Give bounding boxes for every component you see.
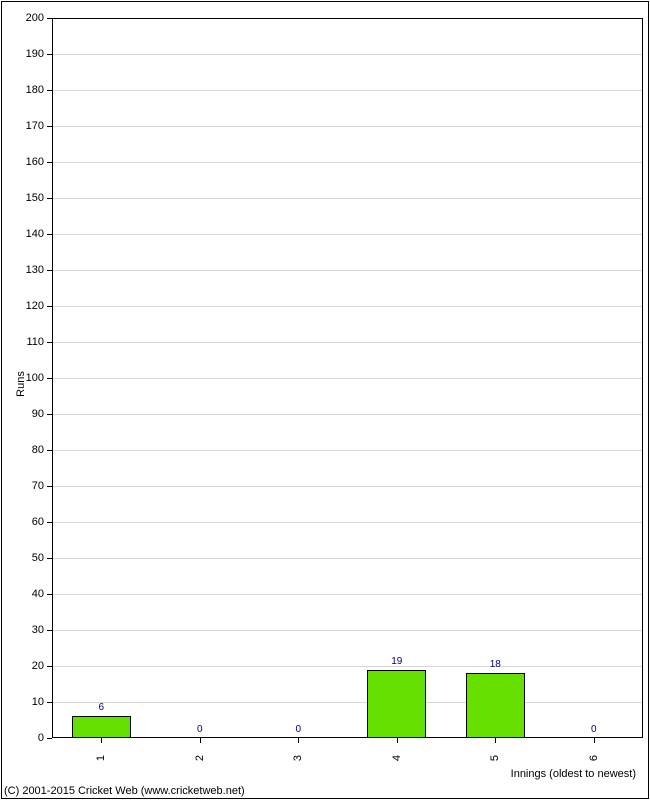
bar: [367, 670, 426, 738]
ytick-label: 110: [14, 336, 44, 348]
xtick-mark: [298, 738, 299, 743]
gridline: [53, 522, 642, 523]
x-axis-label: Innings (oldest to newest): [511, 768, 636, 780]
ytick-label: 30: [14, 624, 44, 636]
xtick-mark: [495, 738, 496, 743]
ytick-label: 200: [14, 12, 44, 24]
bar-value-label: 0: [197, 724, 203, 735]
ytick-mark: [47, 126, 52, 127]
gridline: [53, 666, 642, 667]
gridline: [53, 162, 642, 163]
bar-value-label: 18: [490, 659, 501, 670]
bar-value-label: 19: [391, 656, 402, 667]
gridline: [53, 306, 642, 307]
xtick-label: 3: [292, 748, 304, 768]
ytick-mark: [47, 234, 52, 235]
ytick-label: 140: [14, 228, 44, 240]
xtick-mark: [101, 738, 102, 743]
gridline: [53, 630, 642, 631]
ytick-mark: [47, 414, 52, 415]
ytick-mark: [47, 270, 52, 271]
gridline: [53, 702, 642, 703]
xtick-mark: [594, 738, 595, 743]
bar: [466, 673, 525, 738]
gridline: [53, 378, 642, 379]
gridline: [53, 486, 642, 487]
y-axis-label: Runs: [15, 371, 27, 397]
ytick-mark: [47, 558, 52, 559]
ytick-label: 90: [14, 408, 44, 420]
xtick-label: 5: [489, 748, 501, 768]
xtick-label: 4: [391, 748, 403, 768]
ytick-label: 150: [14, 192, 44, 204]
ytick-label: 80: [14, 444, 44, 456]
bar: [72, 716, 131, 738]
ytick-mark: [47, 522, 52, 523]
ytick-label: 60: [14, 516, 44, 528]
gridline: [53, 54, 642, 55]
copyright-text: (C) 2001-2015 Cricket Web (www.cricketwe…: [4, 785, 245, 797]
ytick-label: 160: [14, 156, 44, 168]
xtick-mark: [397, 738, 398, 743]
ytick-mark: [47, 90, 52, 91]
gridline: [53, 342, 642, 343]
xtick-label: 2: [194, 748, 206, 768]
ytick-label: 40: [14, 588, 44, 600]
ytick-mark: [47, 738, 52, 739]
ytick-mark: [47, 18, 52, 19]
ytick-mark: [47, 594, 52, 595]
bar-value-label: 6: [98, 702, 104, 713]
gridline: [53, 594, 642, 595]
ytick-mark: [47, 378, 52, 379]
gridline: [53, 126, 642, 127]
ytick-label: 50: [14, 552, 44, 564]
ytick-label: 180: [14, 84, 44, 96]
gridline: [53, 450, 642, 451]
gridline: [53, 270, 642, 271]
gridline: [53, 558, 642, 559]
bar-value-label: 0: [591, 724, 597, 735]
ytick-mark: [47, 198, 52, 199]
ytick-mark: [47, 54, 52, 55]
ytick-mark: [47, 306, 52, 307]
ytick-mark: [47, 486, 52, 487]
ytick-mark: [47, 702, 52, 703]
ytick-label: 0: [14, 732, 44, 744]
ytick-mark: [47, 342, 52, 343]
xtick-mark: [200, 738, 201, 743]
ytick-label: 120: [14, 300, 44, 312]
ytick-mark: [47, 666, 52, 667]
gridline: [53, 234, 642, 235]
ytick-label: 130: [14, 264, 44, 276]
xtick-label: 1: [95, 748, 107, 768]
ytick-label: 190: [14, 48, 44, 60]
gridline: [53, 90, 642, 91]
gridline: [53, 414, 642, 415]
ytick-mark: [47, 162, 52, 163]
ytick-label: 20: [14, 660, 44, 672]
xtick-label: 6: [588, 748, 600, 768]
ytick-label: 170: [14, 120, 44, 132]
ytick-mark: [47, 450, 52, 451]
gridline: [53, 198, 642, 199]
bar-value-label: 0: [295, 724, 301, 735]
ytick-label: 70: [14, 480, 44, 492]
ytick-label: 10: [14, 696, 44, 708]
ytick-mark: [47, 630, 52, 631]
